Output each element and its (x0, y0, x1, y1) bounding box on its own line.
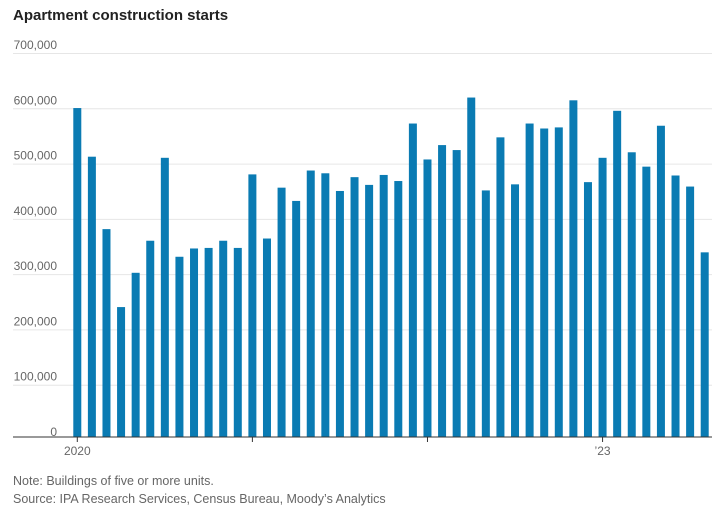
bar (583, 182, 592, 437)
bar (511, 184, 520, 437)
bar (87, 156, 96, 438)
chart-note: Note: Buildings of five or more units. (13, 474, 214, 488)
bar (102, 229, 111, 437)
bar (700, 252, 709, 437)
bar (598, 157, 607, 438)
y-tick-label: 0 (50, 425, 57, 439)
y-tick-label: 600,000 (14, 93, 58, 107)
bar (306, 170, 315, 437)
bar (481, 190, 490, 437)
bar (117, 307, 126, 437)
bar (554, 127, 563, 438)
y-axis-tick-labels: 0 100,000 200,000 300,000 400,000 500,000 600,… (14, 38, 58, 439)
bar (160, 157, 169, 438)
gridlines (13, 53, 712, 386)
bar (292, 200, 301, 437)
y-tick-label: 400,000 (14, 204, 58, 218)
bar (642, 166, 651, 437)
bar (175, 256, 184, 437)
bar (233, 247, 242, 437)
bar (321, 173, 330, 437)
bar (656, 125, 665, 438)
bar (540, 128, 549, 437)
bars (73, 97, 709, 438)
bar (496, 137, 505, 437)
bar (452, 150, 461, 437)
x-tick-label: ’23 (595, 444, 611, 458)
y-tick-label: 300,000 (14, 259, 58, 273)
y-tick-label: 200,000 (14, 314, 58, 328)
bar (131, 272, 140, 437)
bar (394, 181, 403, 437)
bar (219, 240, 228, 437)
y-tick-label: 500,000 (14, 149, 58, 163)
bar (73, 108, 82, 438)
chart-title: Apartment construction starts (13, 7, 229, 24)
y-tick-label: 100,000 (14, 370, 58, 384)
bar (408, 123, 417, 437)
x-axis-tick-labels: 2020 ’23 (64, 437, 611, 458)
bar (423, 159, 432, 438)
bar (467, 97, 476, 437)
bar (190, 248, 199, 437)
bar (277, 187, 286, 437)
bar (248, 174, 257, 437)
chart-source: Source: IPA Research Services, Census Bu… (13, 492, 386, 506)
bar (671, 175, 680, 437)
bar (379, 174, 388, 437)
bar (627, 152, 636, 437)
bar (438, 145, 447, 437)
bar (350, 177, 359, 437)
bar (613, 110, 622, 438)
bar (525, 123, 534, 437)
bar (686, 186, 695, 437)
bar (204, 247, 213, 437)
bar-chart: 0 100,000 200,000 300,000 400,000 500,000 600,… (13, 38, 712, 458)
bar (146, 240, 155, 437)
bar (365, 184, 374, 437)
bar (569, 100, 578, 437)
x-tick-label: 2020 (64, 444, 91, 458)
bar (335, 190, 344, 437)
y-tick-label: 700,000 (14, 38, 58, 52)
bar (262, 238, 271, 437)
